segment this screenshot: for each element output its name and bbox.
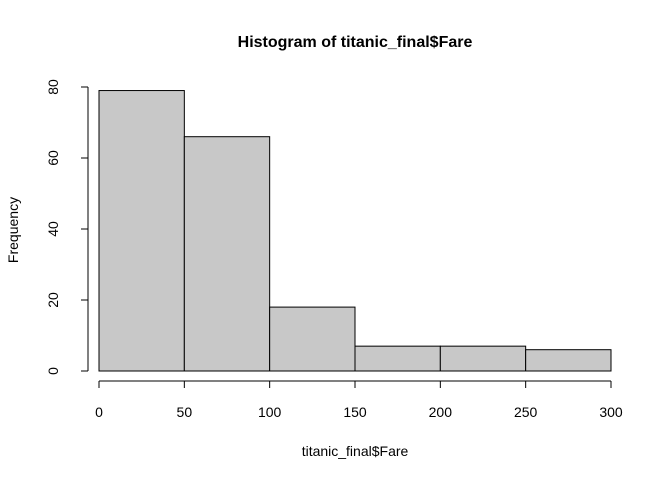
x-tick-label-0: 0 (95, 404, 103, 420)
x-axis: 0 50 100 150 200 250 300 (95, 380, 623, 420)
y-axis: 0 20 40 60 80 (45, 79, 89, 375)
histogram-bar-0 (98, 90, 185, 372)
histogram-bar-5 (525, 349, 612, 372)
y-tick-label-1: 20 (45, 292, 61, 308)
histogram-bar-3 (354, 345, 441, 372)
y-tick-label-2: 40 (45, 221, 61, 237)
x-tick-label-3: 150 (343, 404, 367, 420)
histogram-bar-2 (269, 306, 356, 372)
x-axis-label: titanic_final$Fare (302, 443, 409, 459)
histogram-bar-4 (439, 345, 527, 372)
y-tick-label-3: 60 (45, 150, 61, 166)
bars-group (98, 90, 612, 372)
y-tick-label-4: 80 (45, 79, 61, 95)
histogram-bar-1 (183, 136, 271, 372)
x-tick-label-4: 200 (429, 404, 453, 420)
x-tick-label-6: 300 (599, 404, 623, 420)
chart-title: Histogram of titanic_final$Fare (238, 34, 473, 51)
y-axis-label: Frequency (5, 197, 21, 263)
x-tick-label-5: 250 (514, 404, 538, 420)
x-tick-label-1: 50 (177, 404, 193, 420)
x-tick-label-2: 100 (258, 404, 282, 420)
y-tick-label-0: 0 (45, 367, 61, 375)
